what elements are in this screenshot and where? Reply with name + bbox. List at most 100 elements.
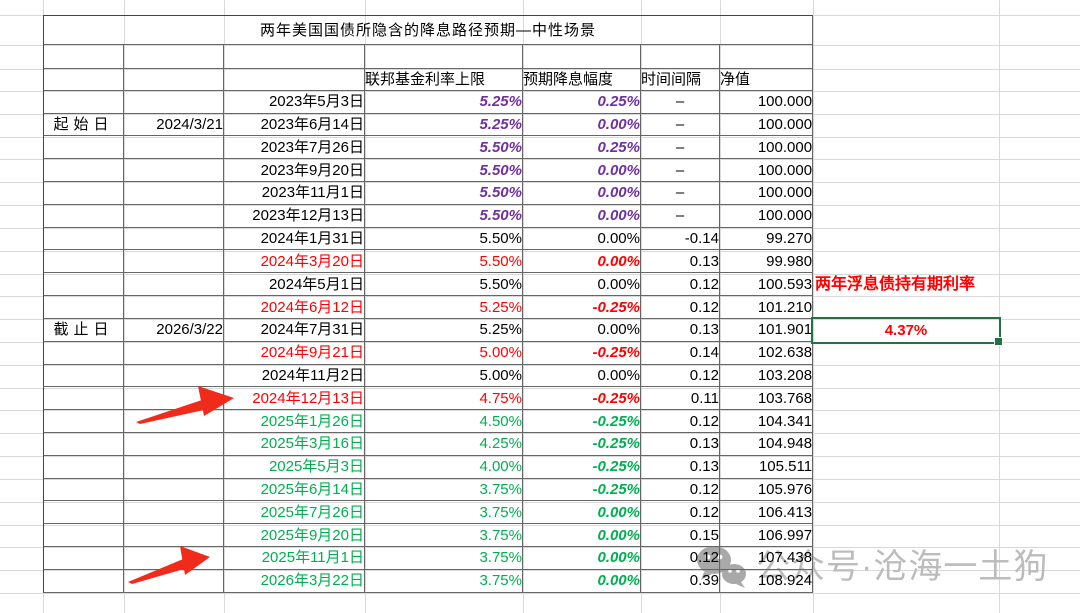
- selected-cell[interactable]: 4.37%: [811, 317, 1003, 346]
- cell-expected-cut[interactable]: 0.00%: [523, 524, 641, 548]
- cell-period-label[interactable]: [43, 387, 124, 411]
- cell-period-label[interactable]: [43, 296, 124, 319]
- cell-fed-funds-rate[interactable]: 3.75%: [365, 547, 523, 570]
- cell-period-date[interactable]: [124, 341, 224, 365]
- holding-rate-note[interactable]: 两年浮息债持有期利率: [815, 276, 976, 293]
- cell-period-label[interactable]: [43, 227, 124, 251]
- cell-period-date[interactable]: [124, 182, 224, 205]
- cell-time-interval[interactable]: –: [641, 182, 720, 205]
- cell-expected-cut[interactable]: 0.00%: [523, 318, 641, 342]
- cell-date[interactable]: 2026年3月22日: [224, 569, 365, 593]
- cell-period-date[interactable]: [124, 90, 224, 114]
- cell-period-label[interactable]: [43, 432, 124, 456]
- cell-fed-funds-rate[interactable]: 4.50%: [365, 410, 523, 433]
- cell-date[interactable]: 2023年6月14日: [224, 113, 365, 137]
- cell-expected-cut[interactable]: -0.25%: [523, 432, 641, 456]
- cell-date[interactable]: 2023年11月1日: [224, 182, 365, 205]
- cell-time-interval[interactable]: 0.13: [641, 250, 720, 274]
- cell-nav[interactable]: 107.438: [720, 547, 814, 570]
- cell-period-label[interactable]: [43, 204, 124, 228]
- cell-period-date[interactable]: [124, 569, 224, 593]
- cell-nav[interactable]: 100.593: [720, 273, 814, 297]
- cell-date[interactable]: 2025年3月16日: [224, 432, 365, 456]
- cell-period-label[interactable]: [43, 410, 124, 433]
- cell-time-interval[interactable]: 0.12: [641, 478, 720, 502]
- cell-period-label[interactable]: [43, 136, 124, 160]
- cell-expected-cut[interactable]: 0.00%: [523, 547, 641, 570]
- cell-date[interactable]: 2023年5月3日: [224, 90, 365, 114]
- cell-period-date[interactable]: [124, 159, 224, 183]
- cell-nav[interactable]: 99.270: [720, 227, 814, 251]
- cell-nav[interactable]: 102.638: [720, 341, 814, 365]
- cell-time-interval[interactable]: –: [641, 113, 720, 137]
- cell-time-interval[interactable]: 0.15: [641, 524, 720, 548]
- cell-period-label[interactable]: [43, 341, 124, 365]
- cell-period-label[interactable]: 起始日: [43, 113, 124, 137]
- cell-fed-funds-rate[interactable]: 5.25%: [365, 296, 523, 319]
- cell-empty[interactable]: [43, 68, 124, 91]
- cell-period-label[interactable]: [43, 273, 124, 297]
- cell-date[interactable]: 2025年1月26日: [224, 410, 365, 433]
- cell-time-interval[interactable]: –: [641, 159, 720, 183]
- cell-time-interval[interactable]: 0.12: [641, 547, 720, 570]
- cell-nav[interactable]: 105.976: [720, 478, 814, 502]
- cell-expected-cut[interactable]: -0.25%: [523, 387, 641, 411]
- cell-nav[interactable]: 103.768: [720, 387, 814, 411]
- cell-fed-funds-rate[interactable]: 3.75%: [365, 524, 523, 548]
- cell-expected-cut[interactable]: -0.25%: [523, 341, 641, 365]
- cell-period-date[interactable]: [124, 432, 224, 456]
- cell-period-label[interactable]: [43, 478, 124, 502]
- cell-time-interval[interactable]: –: [641, 136, 720, 160]
- cell-period-label[interactable]: 截止日: [43, 318, 124, 342]
- cell-fed-funds-rate[interactable]: 5.00%: [365, 364, 523, 388]
- cell-period-label[interactable]: [43, 250, 124, 274]
- cell-empty[interactable]: [224, 68, 365, 91]
- cell-nav[interactable]: 99.980: [720, 250, 814, 274]
- cell-date[interactable]: 2025年7月26日: [224, 501, 365, 525]
- cell-period-date[interactable]: [124, 524, 224, 548]
- cell-expected-cut[interactable]: 0.25%: [523, 90, 641, 114]
- cell-nav[interactable]: 100.000: [720, 113, 814, 137]
- cell-period-date[interactable]: 2026/3/22: [124, 318, 224, 342]
- cell-nav[interactable]: 104.341: [720, 410, 814, 433]
- cell-expected-cut[interactable]: 0.00%: [523, 159, 641, 183]
- cell-period-date[interactable]: [124, 501, 224, 525]
- cell-fed-funds-rate[interactable]: 3.75%: [365, 501, 523, 525]
- col-header-fed-funds-rate[interactable]: 联邦基金利率上限: [365, 68, 523, 91]
- cell-period-date[interactable]: [124, 273, 224, 297]
- cell-empty[interactable]: [43, 45, 124, 69]
- cell-empty[interactable]: [523, 45, 641, 69]
- cell-expected-cut[interactable]: -0.25%: [523, 296, 641, 319]
- cell-expected-cut[interactable]: -0.25%: [523, 455, 641, 479]
- cell-nav[interactable]: 103.208: [720, 364, 814, 388]
- cell-period-date[interactable]: [124, 455, 224, 479]
- cell-date[interactable]: 2024年6月12日: [224, 296, 365, 319]
- cell-date[interactable]: 2023年9月20日: [224, 159, 365, 183]
- cell-expected-cut[interactable]: 0.00%: [523, 501, 641, 525]
- cell-nav[interactable]: 100.000: [720, 159, 814, 183]
- cell-nav[interactable]: 101.210: [720, 296, 814, 319]
- cell-period-label[interactable]: [43, 501, 124, 525]
- cell-date[interactable]: 2023年7月26日: [224, 136, 365, 160]
- cell-nav[interactable]: 100.000: [720, 90, 814, 114]
- cell-date[interactable]: 2024年1月31日: [224, 227, 365, 251]
- cell-period-label[interactable]: [43, 455, 124, 479]
- cell-empty[interactable]: [720, 45, 814, 69]
- cell-expected-cut[interactable]: 0.00%: [523, 364, 641, 388]
- cell-fed-funds-rate[interactable]: 3.75%: [365, 478, 523, 502]
- cell-period-date[interactable]: 2024/3/21: [124, 113, 224, 137]
- cell-fed-funds-rate[interactable]: 5.50%: [365, 204, 523, 228]
- cell-time-interval[interactable]: 0.11: [641, 387, 720, 411]
- cell-date[interactable]: 2024年11月2日: [224, 364, 365, 388]
- fill-handle[interactable]: [994, 337, 1003, 346]
- cell-date[interactable]: 2025年5月3日: [224, 455, 365, 479]
- cell-nav[interactable]: 100.000: [720, 182, 814, 205]
- cell-period-date[interactable]: [124, 250, 224, 274]
- cell-fed-funds-rate[interactable]: 5.50%: [365, 136, 523, 160]
- cell-empty[interactable]: [124, 45, 224, 69]
- cell-date[interactable]: 2025年9月20日: [224, 524, 365, 548]
- cell-fed-funds-rate[interactable]: 5.25%: [365, 90, 523, 114]
- cell-time-interval[interactable]: 0.13: [641, 432, 720, 456]
- cell-time-interval[interactable]: -0.14: [641, 227, 720, 251]
- cell-expected-cut[interactable]: 0.00%: [523, 569, 641, 593]
